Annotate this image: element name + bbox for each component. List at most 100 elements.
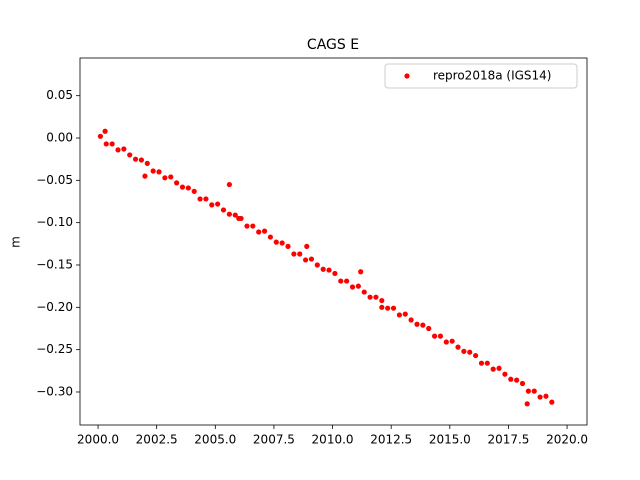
data-point: [478, 360, 485, 366]
x-tick-label: 2010.0: [312, 433, 354, 447]
data-point: [261, 228, 268, 234]
data-point: [338, 278, 344, 284]
data-point: [174, 180, 180, 186]
data-point: [379, 297, 385, 304]
data-point: [302, 257, 309, 263]
data-point: [490, 366, 496, 372]
data-point: [191, 188, 197, 194]
data-point: [203, 196, 209, 202]
y-axis-label: m: [9, 236, 23, 248]
data-point: [543, 393, 549, 399]
data-point: [308, 256, 315, 262]
data-point: [355, 283, 361, 289]
data-point: [484, 360, 490, 366]
y-tick-label: −0.05: [36, 173, 73, 187]
data-point: [549, 399, 555, 405]
data-point: [232, 212, 238, 218]
data-point: [385, 305, 391, 311]
legend-box: [384, 63, 578, 89]
y-tick-label: −0.25: [36, 342, 73, 356]
data-point: [361, 289, 367, 295]
data-point: [185, 185, 191, 191]
data-point: [273, 239, 279, 245]
data-point: [396, 312, 402, 318]
data-point: [220, 207, 227, 213]
data-point: [179, 184, 186, 190]
data-point: [508, 376, 514, 382]
y-tick-label: 0.00: [46, 131, 73, 145]
legend-marker: [404, 73, 410, 79]
data-point: [142, 173, 148, 179]
x-tick-label: 2012.5: [370, 433, 412, 447]
data-point: [267, 234, 274, 240]
data-point: [102, 128, 108, 134]
data-point: [455, 344, 461, 350]
data-point: [437, 333, 444, 339]
data-point: [279, 240, 285, 246]
x-tick-label: 2015.0: [429, 433, 471, 447]
y-tick-label: −0.10: [36, 215, 73, 229]
chart-title: CAGS E: [307, 37, 359, 53]
data-point: [519, 380, 526, 387]
x-tick-label: 2020.0: [546, 433, 588, 447]
legend-label: repro2018a (IGS14): [433, 69, 551, 83]
data-point: [358, 269, 364, 275]
x-tick-label: 2002.5: [136, 433, 178, 447]
data-point: [132, 156, 139, 162]
x-tick-label: 2005.0: [194, 433, 236, 447]
data-point: [144, 160, 150, 167]
x-tick-label: 2017.5: [487, 433, 529, 447]
data-point: [103, 141, 109, 147]
data-point: [473, 352, 479, 359]
data-point: [344, 278, 350, 284]
data-point: [197, 196, 203, 202]
data-point: [367, 294, 373, 300]
data-point: [373, 294, 379, 300]
y-tick-label: −0.20: [36, 300, 73, 314]
x-tick-label: 2007.5: [253, 433, 295, 447]
x-tick-label: 2000.0: [77, 433, 119, 447]
data-point: [297, 251, 303, 257]
data-point: [256, 229, 262, 235]
data-point: [449, 338, 455, 344]
data-point: [514, 377, 520, 383]
data-point: [168, 174, 174, 180]
plot-frame: [79, 57, 588, 426]
data-point: [291, 251, 297, 257]
y-tick-label: −0.30: [36, 384, 73, 398]
data-point: [304, 243, 310, 249]
data-point: [502, 371, 508, 377]
data-point: [496, 365, 502, 371]
data-point: [467, 349, 473, 355]
data-point: [150, 168, 156, 174]
data-point: [390, 305, 397, 311]
data-point: [531, 388, 537, 394]
data-point: [314, 262, 320, 268]
data-point: [408, 317, 414, 323]
data-point: [236, 215, 242, 222]
data-point: [115, 147, 121, 153]
data-point: [326, 267, 332, 273]
data-point: [349, 284, 356, 290]
data-point: [109, 141, 115, 147]
data-point: [431, 333, 438, 339]
data-point: [226, 181, 232, 188]
data-point: [250, 223, 256, 229]
data-point: [156, 169, 162, 175]
data-point: [332, 270, 338, 277]
data-point: [138, 157, 145, 163]
data-point: [443, 339, 449, 345]
data-point: [461, 348, 467, 354]
data-point: [215, 201, 221, 207]
data-point: [414, 321, 420, 327]
data-point: [537, 394, 543, 400]
data-point: [121, 146, 127, 152]
data-point: [162, 175, 168, 181]
data-point: [379, 304, 385, 310]
data-point: [525, 388, 531, 394]
data-point: [420, 322, 426, 328]
data-point: [426, 325, 432, 332]
y-tick-label: −0.15: [36, 257, 73, 271]
data-point: [127, 152, 133, 158]
